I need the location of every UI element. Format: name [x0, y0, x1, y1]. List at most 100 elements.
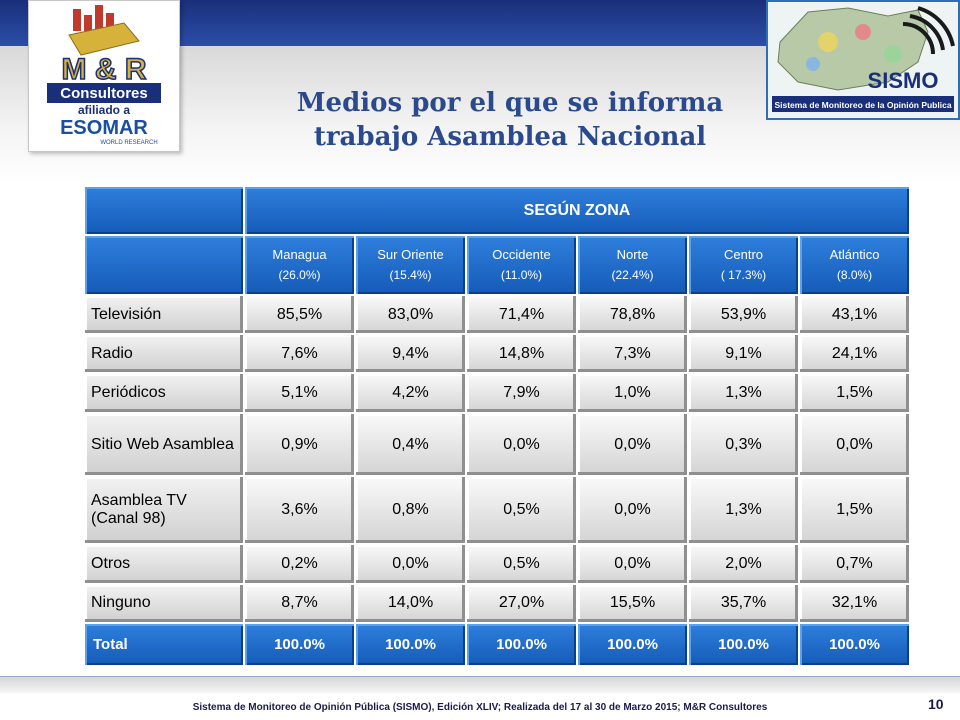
column-name: Occidente [492, 247, 551, 263]
cell-value: 0,4% [355, 412, 466, 477]
cell-value: 35,7% [688, 583, 799, 623]
column-share: (15.4%) [389, 268, 432, 283]
sismo-logo-graphic: SISMO Sistema de Monitoreo de la Opinión… [772, 6, 955, 112]
footer-source: Sistema de Monitoreo de Opinión Pública … [192, 702, 768, 713]
zone-group-header: SEGÚN ZONA [244, 186, 910, 236]
zone-header-row: SEGÚN ZONA [84, 186, 910, 236]
corner-cell [84, 186, 244, 236]
mr-consultores-logo: M & R Consultores afiliado a ESOMAR WORL… [28, 0, 180, 152]
cell-value: 14,8% [466, 334, 577, 374]
cell-value: 0,0% [466, 412, 577, 477]
total-value: 100.0% [799, 622, 910, 666]
cell-value: 0,9% [244, 412, 355, 477]
cell-value: 1,0% [577, 373, 688, 413]
title-line-2: trabajo Asamblea Nacional [313, 122, 707, 152]
table-row: Sitio Web Asamblea 0,9% 0,4% 0,0% 0,0% 0… [84, 412, 910, 477]
column-header: Managua (26.0%) [244, 235, 355, 296]
cell-value: 83,0% [355, 295, 466, 335]
table-row: Radio 7,6% 9,4% 14,8% 7,3% 9,1% 24,1% [84, 334, 910, 374]
esomar-text: ESOMAR [60, 117, 148, 139]
cell-value: 0,3% [688, 412, 799, 477]
cell-value: 85,5% [244, 295, 355, 335]
cell-value: 27,0% [466, 583, 577, 623]
cell-value: 0,0% [355, 544, 466, 584]
cell-value: 3,6% [244, 476, 355, 545]
cell-value: 5,1% [244, 373, 355, 413]
cell-value: 43,1% [799, 295, 910, 335]
sismo-caption: Sistema de Monitoreo de la Opinión Publi… [774, 100, 951, 110]
cell-value: 1,3% [688, 373, 799, 413]
cell-value: 14,0% [355, 583, 466, 623]
row-label: Asamblea TV (Canal 98) [84, 476, 244, 545]
cell-value: 0,8% [355, 476, 466, 545]
column-header: Centro ( 17.3%) [688, 235, 799, 296]
cell-value: 53,9% [688, 295, 799, 335]
corner-cell-2 [84, 235, 244, 296]
cell-value: 2,0% [688, 544, 799, 584]
row-label: Radio [84, 334, 244, 374]
row-label: Periódicos [84, 373, 244, 413]
table-row: Periódicos 5,1% 4,2% 7,9% 1,0% 1,3% 1,5% [84, 373, 910, 413]
row-label: Sitio Web Asamblea [84, 412, 244, 477]
consultores-text: Consultores [60, 85, 148, 102]
cell-value: 7,3% [577, 334, 688, 374]
cell-value: 1,3% [688, 476, 799, 545]
cell-value: 0,2% [244, 544, 355, 584]
row-label: Otros [84, 544, 244, 584]
afiliado-text: afiliado a [78, 103, 130, 117]
column-header: Atlántico (8.0%) [799, 235, 910, 296]
sismo-text: SISMO [868, 68, 939, 93]
column-share: (11.0%) [500, 268, 543, 283]
column-share: (22.4%) [611, 268, 654, 283]
cell-value: 0,0% [577, 544, 688, 584]
mr-logo-text: M & R [62, 53, 147, 86]
total-label: Total [84, 622, 244, 666]
table-row: Ninguno 8,7% 14,0% 27,0% 15,5% 35,7% 32,… [84, 583, 910, 623]
media-by-zone-table: SEGÚN ZONA Managua (26.0%) Sur Oriente (15… [84, 186, 910, 666]
cell-value: 0,5% [466, 544, 577, 584]
cell-value: 4,2% [355, 373, 466, 413]
column-header-row: Managua (26.0%) Sur Oriente (15.4%) Occide… [84, 235, 910, 296]
column-header: Norte (22.4%) [577, 235, 688, 296]
mr-logo-graphic: M & R Consultores afiliado a ESOMAR WORL… [47, 5, 161, 146]
table-row: Asamblea TV (Canal 98) 3,6% 0,8% 0,5% 0,… [84, 476, 910, 545]
cell-value: 9,4% [355, 334, 466, 374]
column-name: Atlántico [829, 247, 880, 263]
cell-value: 0,0% [577, 412, 688, 477]
cell-value: 24,1% [799, 334, 910, 374]
title-line-1: Medios por el que se informa [296, 88, 724, 118]
column-name: Sur Oriente [377, 247, 444, 263]
sismo-logo: SISMO Sistema de Monitoreo de la Opinión… [766, 0, 960, 120]
column-name: Centro [723, 247, 764, 263]
cell-value: 78,8% [577, 295, 688, 335]
cell-value: 1,5% [799, 476, 910, 545]
cell-value: 15,5% [577, 583, 688, 623]
cell-value: 9,1% [688, 334, 799, 374]
column-share: (8.0%) [836, 268, 873, 283]
world-research-text: WORLD RESEARCH [100, 140, 157, 146]
total-value: 100.0% [355, 622, 466, 666]
cell-value: 8,7% [244, 583, 355, 623]
page-title: Medios por el que se informa trabajo Asa… [230, 86, 790, 154]
cell-value: 0,5% [466, 476, 577, 545]
cell-value: 0,7% [799, 544, 910, 584]
row-label: Televisión [84, 295, 244, 335]
page-number: 10 [928, 696, 944, 712]
cell-value: 32,1% [799, 583, 910, 623]
cell-value: 0,0% [799, 412, 910, 477]
footer-divider [0, 676, 960, 693]
cell-value: 71,4% [466, 295, 577, 335]
cell-value: 0,0% [577, 476, 688, 545]
cell-value: 7,6% [244, 334, 355, 374]
column-name: Managua [272, 247, 327, 263]
column-share: ( 17.3%) [720, 268, 767, 283]
column-header: Sur Oriente (15.4%) [355, 235, 466, 296]
total-row: Total 100.0% 100.0% 100.0% 100.0% 100.0%… [84, 622, 910, 666]
table-row: Otros 0,2% 0,0% 0,5% 0,0% 2,0% 0,7% [84, 544, 910, 584]
row-label: Ninguno [84, 583, 244, 623]
total-value: 100.0% [688, 622, 799, 666]
cell-value: 7,9% [466, 373, 577, 413]
cell-value: 1,5% [799, 373, 910, 413]
column-share: (26.0%) [278, 268, 321, 283]
total-value: 100.0% [577, 622, 688, 666]
